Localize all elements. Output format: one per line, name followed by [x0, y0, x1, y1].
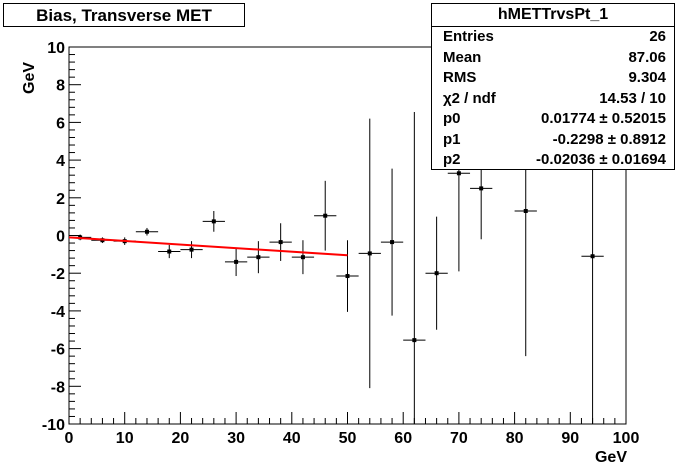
stat-key: Entries [443, 28, 494, 45]
x-tick-label: 20 [172, 430, 190, 447]
stat-row-entries: Entries 26 [432, 27, 674, 48]
marker [345, 274, 350, 279]
data-point [158, 244, 181, 259]
marker [144, 229, 149, 234]
data-point [224, 247, 248, 277]
stat-key: χ2 / ndf [443, 89, 496, 107]
y-tick-label: 4 [56, 153, 65, 170]
stat-value: -0.02036 ± 0.01694 [535, 151, 666, 168]
stat-value: 9.304 [628, 69, 666, 86]
x-tick-label: 80 [506, 430, 524, 447]
chart-title-box: Bias, Transverse MET [3, 3, 245, 27]
data-point [202, 210, 225, 232]
marker [479, 186, 484, 191]
data-point [336, 240, 359, 312]
stat-key: Mean [443, 48, 482, 66]
data-point [380, 168, 404, 316]
stat-key: p0 [443, 110, 461, 127]
stat-value: 26 [649, 28, 666, 45]
y-tick-label: -8 [51, 379, 65, 396]
x-tick-label: 0 [65, 430, 74, 447]
chart-title: Bias, Transverse MET [36, 6, 212, 25]
marker [211, 219, 216, 224]
stat-value: 87.06 [628, 48, 666, 66]
y-tick-label: -6 [51, 342, 65, 359]
x-tick-label: 30 [227, 430, 245, 447]
stat-row-p1: p1 -0.2298 ± 0.8912 [432, 130, 674, 151]
x-tick-label: 50 [339, 430, 357, 447]
y-tick-label: -10 [42, 417, 65, 434]
x-tick-label: 90 [561, 430, 579, 447]
stat-key: RMS [443, 69, 477, 86]
stat-value: 14.53 / 10 [599, 89, 666, 107]
y-tick-label: 10 [47, 40, 65, 57]
marker [434, 271, 439, 276]
y-tick-label: -2 [51, 266, 65, 283]
marker [456, 171, 461, 176]
marker [590, 254, 595, 259]
stat-key: p2 [443, 151, 461, 168]
stat-row-rms: RMS 9.304 [432, 68, 674, 89]
fit-curve [68, 236, 348, 257]
data-point [358, 118, 381, 389]
x-tick-label: 10 [116, 430, 134, 447]
stats-box: hMETTrvsPt_1 Entries 26 Mean 87.06 RMS 9… [431, 3, 675, 170]
x-tick-label: 100 [613, 430, 640, 447]
marker [523, 208, 528, 213]
data-point [403, 112, 426, 424]
data-point [291, 240, 315, 275]
y-tick-label: 6 [56, 115, 65, 132]
y-tick-label: 2 [56, 191, 65, 208]
marker [189, 247, 194, 252]
marker [412, 338, 417, 343]
data-point [425, 216, 448, 330]
fit-line [68, 236, 348, 257]
stat-row-p2: p2 -0.02036 ± 0.01694 [432, 150, 674, 171]
stat-row-mean: Mean 87.06 [432, 48, 674, 69]
y-tick-label: 8 [56, 78, 65, 95]
y-tick-label: -4 [51, 304, 65, 321]
x-tick-label: 40 [283, 430, 301, 447]
marker [167, 249, 172, 254]
marker [323, 213, 328, 218]
marker [367, 251, 372, 256]
stats-title: hMETTrvsPt_1 [432, 4, 674, 27]
data-point [314, 180, 337, 251]
data-point [247, 241, 270, 274]
marker [390, 240, 395, 245]
data-point [269, 223, 292, 261]
y-axis-label: GeV [21, 62, 38, 94]
stat-row-chi2: χ2 / ndf 14.53 / 10 [432, 89, 674, 110]
marker [256, 255, 261, 260]
stat-key: p1 [443, 130, 461, 148]
data-point [180, 241, 203, 259]
data-point [135, 227, 159, 236]
stat-value: 0.01774 ± 0.52015 [540, 110, 666, 127]
y-tick-label: 0 [56, 229, 65, 246]
x-tick-label: 60 [394, 430, 412, 447]
stat-value: -0.2298 ± 0.8912 [552, 130, 666, 148]
x-axis-label: GeV [595, 449, 627, 466]
marker [278, 240, 283, 245]
marker [234, 259, 239, 264]
x-tick-label: 70 [450, 430, 468, 447]
marker [300, 255, 305, 260]
stat-row-p0: p0 0.01774 ± 0.52015 [432, 109, 674, 130]
